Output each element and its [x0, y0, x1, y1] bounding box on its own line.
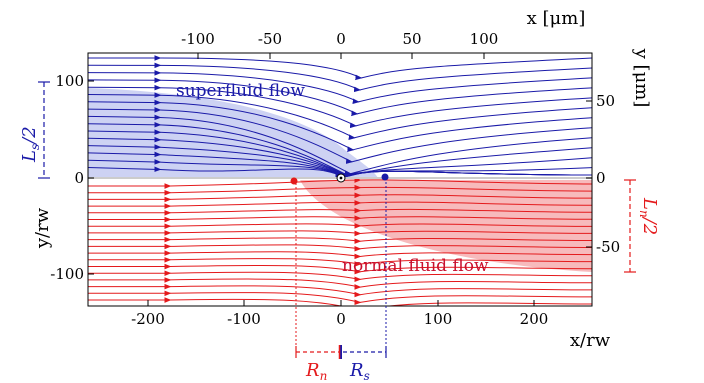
plot-frame — [87, 52, 593, 307]
wire-center — [339, 176, 343, 180]
bottom-tick-label: 0 — [336, 310, 346, 328]
streamline — [88, 207, 592, 216]
normal-shaded-region — [300, 180, 592, 272]
streamline — [88, 243, 592, 252]
rn-bracket — [295, 346, 341, 358]
top-tick-label: 100 — [470, 30, 499, 48]
top-tick-label: -50 — [258, 30, 282, 48]
right-axis-title: y [μm] — [631, 48, 652, 108]
streamline — [88, 177, 592, 189]
bottom-tick-label: -100 — [227, 310, 261, 328]
streamline — [88, 263, 592, 275]
ln-half-bracket — [624, 179, 636, 273]
rs-label: Rs — [349, 360, 370, 383]
streamline — [88, 62, 592, 93]
ln-half-label: Ln/2 — [637, 197, 660, 235]
rn-label: Rn — [305, 360, 327, 383]
right-tick-label: 50 — [596, 92, 615, 110]
streamline — [88, 55, 592, 81]
top-tick-label: -100 — [181, 30, 215, 48]
streamline — [88, 250, 592, 260]
normal-stagnation-point — [290, 177, 298, 185]
bottom-tick-label: -200 — [131, 310, 165, 328]
top-tick-label: 50 — [402, 30, 421, 48]
streamline — [88, 277, 592, 290]
top-axis-title: x [μm] — [527, 8, 586, 29]
streamline — [88, 192, 592, 203]
superfluid-flow-label: superfluid flow — [176, 81, 305, 101]
streamline — [88, 270, 592, 283]
streamline — [88, 215, 592, 223]
streamline — [88, 184, 592, 196]
left-tick-label: -100 — [50, 265, 84, 283]
normal-streamlines — [88, 177, 592, 306]
rs-bracket — [343, 346, 387, 358]
streamline — [88, 236, 592, 244]
bottom-axis-title: x/rw — [570, 330, 611, 351]
left-axis-title: y/rw — [32, 207, 53, 249]
ls-half-label: Ls/2 — [19, 126, 42, 163]
right-tick-label: 0 — [596, 169, 606, 187]
right-tick-label: -50 — [596, 238, 620, 256]
normal-fluid-flow-label: normal fluid flow — [342, 256, 489, 276]
left-tick-label: 100 — [55, 72, 84, 90]
ls-half-bracket — [38, 81, 50, 179]
streamline — [88, 230, 592, 237]
streamline — [88, 200, 592, 209]
streamline — [88, 290, 592, 306]
superfluid-stagnation-point — [381, 173, 389, 181]
streamline — [88, 223, 592, 230]
bottom-tick-label: 100 — [424, 310, 453, 328]
left-tick-label: 0 — [74, 169, 84, 187]
superfluid-streamlines — [88, 55, 592, 179]
top-tick-label: 0 — [336, 30, 346, 48]
bottom-tick-label: 200 — [520, 310, 549, 328]
streamline — [88, 297, 592, 306]
